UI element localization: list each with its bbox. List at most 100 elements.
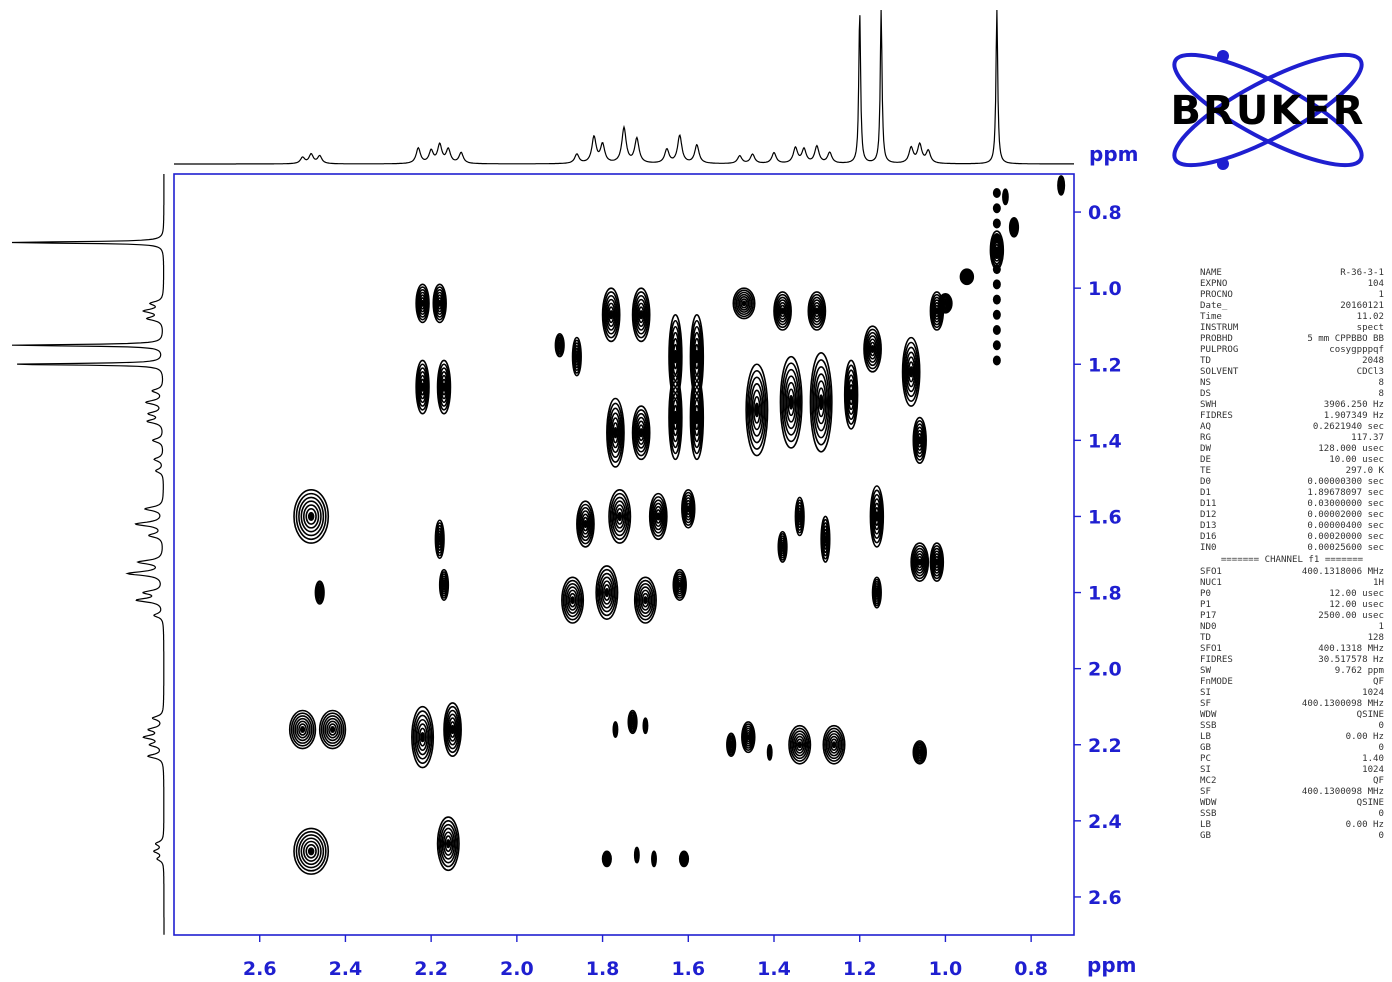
- y-axis-unit-label: ppm: [1089, 142, 1138, 166]
- cross-peak: [745, 363, 769, 457]
- param-value: 11.02: [1356, 312, 1384, 322]
- logo-electron-icon: [1217, 158, 1229, 170]
- param-row: TD 128: [1200, 633, 1384, 644]
- param-key: MC2: [1200, 776, 1217, 786]
- param-value: 1H: [1373, 578, 1384, 588]
- param-value: 400.1318006 MHz: [1301, 567, 1384, 577]
- param-key: NAME: [1200, 268, 1222, 278]
- param-row: D1 1.89678097 sec: [1200, 488, 1384, 499]
- param-value: 117.37: [1351, 433, 1384, 443]
- cross-peak: [411, 705, 435, 769]
- param-value: 1.40: [1362, 754, 1384, 764]
- cross-peak: [726, 732, 737, 757]
- param-value: QF: [1373, 677, 1384, 687]
- y-tick-label: 2.6: [1088, 887, 1122, 909]
- x-axis: 2.6 2.4 2.2 2.0 1.8 1.6 1.4 1.2 1.0 0.8: [243, 935, 1048, 980]
- cross-peak: [436, 359, 452, 415]
- param-value: 400.1318 MHz: [1318, 644, 1384, 654]
- bruker-logo: BRUKER: [1171, 50, 1364, 170]
- cross-peak: [807, 291, 827, 331]
- param-key: WDW: [1200, 798, 1217, 808]
- param-value: 0.2621940 sec: [1312, 422, 1384, 432]
- param-row: Date_ 20160121: [1200, 301, 1384, 312]
- param-row: ND0 1: [1200, 622, 1384, 633]
- cross-peak: [576, 500, 595, 548]
- param-key: TD: [1200, 633, 1211, 643]
- param-key: LB: [1200, 732, 1211, 742]
- x-tick-label: 1.4: [757, 958, 791, 980]
- y-tick-label: 1.4: [1088, 430, 1122, 452]
- cross-peak: [912, 416, 927, 464]
- cross-peak: [651, 850, 657, 868]
- param-row: NS 8: [1200, 378, 1384, 389]
- param-row: SW 9.762 ppm: [1200, 666, 1384, 677]
- param-key: SFO1: [1200, 567, 1222, 577]
- param-key: TE: [1200, 466, 1211, 476]
- param-key: SSB: [1200, 809, 1217, 819]
- cross-peak: [293, 489, 330, 544]
- diagonal-peak: [959, 268, 975, 286]
- param-key: D0: [1200, 477, 1211, 487]
- param-value: 0.00020000 sec: [1307, 532, 1384, 542]
- param-value: 128: [1367, 633, 1384, 643]
- x-axis-unit-label: ppm: [1087, 953, 1136, 977]
- param-value: QSINE: [1356, 710, 1384, 720]
- cross-peak: [288, 709, 317, 750]
- parameter-group-acquisition: NAME R-36-3-1 EXPNO 104 PROCNO 1 Date_ 20160121…: [1200, 268, 1384, 554]
- y-tick-label: 0.8: [1088, 202, 1122, 224]
- param-row: D0 0.00000300 sec: [1200, 477, 1384, 488]
- param-key: FIDRES: [1200, 411, 1233, 421]
- param-value: 1024: [1362, 688, 1384, 698]
- param-key: NUC1: [1200, 578, 1222, 588]
- channel-divider: ======= CHANNEL f1 =======: [1220, 555, 1364, 565]
- cross-peak: [681, 489, 696, 529]
- param-value: QF: [1373, 776, 1384, 786]
- cross-peak: [732, 287, 756, 320]
- param-value: 400.1300098 MHz: [1301, 699, 1384, 709]
- param-value: 12.00 usec: [1329, 600, 1384, 610]
- x-tick-label: 2.6: [243, 958, 277, 980]
- param-row: NUC1 1H: [1200, 578, 1384, 589]
- cross-peak: [869, 485, 885, 548]
- param-row: SSB 0: [1200, 809, 1384, 820]
- param-value: 1: [1378, 622, 1384, 632]
- cross-peak: [606, 397, 625, 468]
- param-row: SF 400.1300098 MHz: [1200, 699, 1384, 710]
- cross-peak: [434, 519, 445, 560]
- param-row: D13 0.00000400 sec: [1200, 521, 1384, 532]
- param-key: FIDRES: [1200, 655, 1233, 665]
- param-key: SWH: [1200, 400, 1217, 410]
- param-key: RG: [1200, 433, 1211, 443]
- param-row: GB 0: [1200, 743, 1384, 754]
- param-value: 1.89678097 sec: [1307, 488, 1384, 498]
- cross-peak: [436, 816, 460, 872]
- param-row: LB 0.00 Hz: [1200, 732, 1384, 743]
- param-key: GB: [1200, 831, 1211, 841]
- param-value: 30.517578 Hz: [1318, 655, 1384, 665]
- cross-peak: [766, 743, 773, 761]
- cross-peak: [443, 702, 462, 757]
- param-key: P1: [1200, 600, 1211, 610]
- x-tick-label: 1.6: [671, 958, 705, 980]
- param-row: WDW QSINE: [1200, 710, 1384, 721]
- param-row: SI 1024: [1200, 688, 1384, 699]
- param-key: D13: [1200, 521, 1217, 531]
- cross-peak: [633, 846, 640, 864]
- param-value: 2500.00 usec: [1318, 611, 1384, 621]
- top-projection-spectrum: [174, 9, 1074, 165]
- param-key: GB: [1200, 743, 1211, 753]
- acquisition-parameters: NAME R-36-3-1 EXPNO 104 PROCNO 1 Date_ 20160121…: [1200, 268, 1384, 842]
- diagonal-peak: [938, 293, 953, 314]
- param-value: CDCl3: [1356, 367, 1384, 377]
- param-value: 8: [1378, 378, 1384, 388]
- param-row: P17 2500.00 usec: [1200, 611, 1384, 622]
- param-row: SF 400.1300098 MHz: [1200, 787, 1384, 798]
- parameter-group-channel-f1: SFO1 400.1318006 MHz NUC1 1H P0 12.00 usec P1 1…: [1200, 567, 1384, 842]
- cross-peak: [773, 291, 792, 331]
- param-row: PC 1.40: [1200, 754, 1384, 765]
- cross-peak: [820, 515, 831, 563]
- param-row: Time 11.02: [1200, 312, 1384, 323]
- cross-peak: [601, 850, 612, 868]
- y-tick-label: 1.0: [1088, 278, 1122, 300]
